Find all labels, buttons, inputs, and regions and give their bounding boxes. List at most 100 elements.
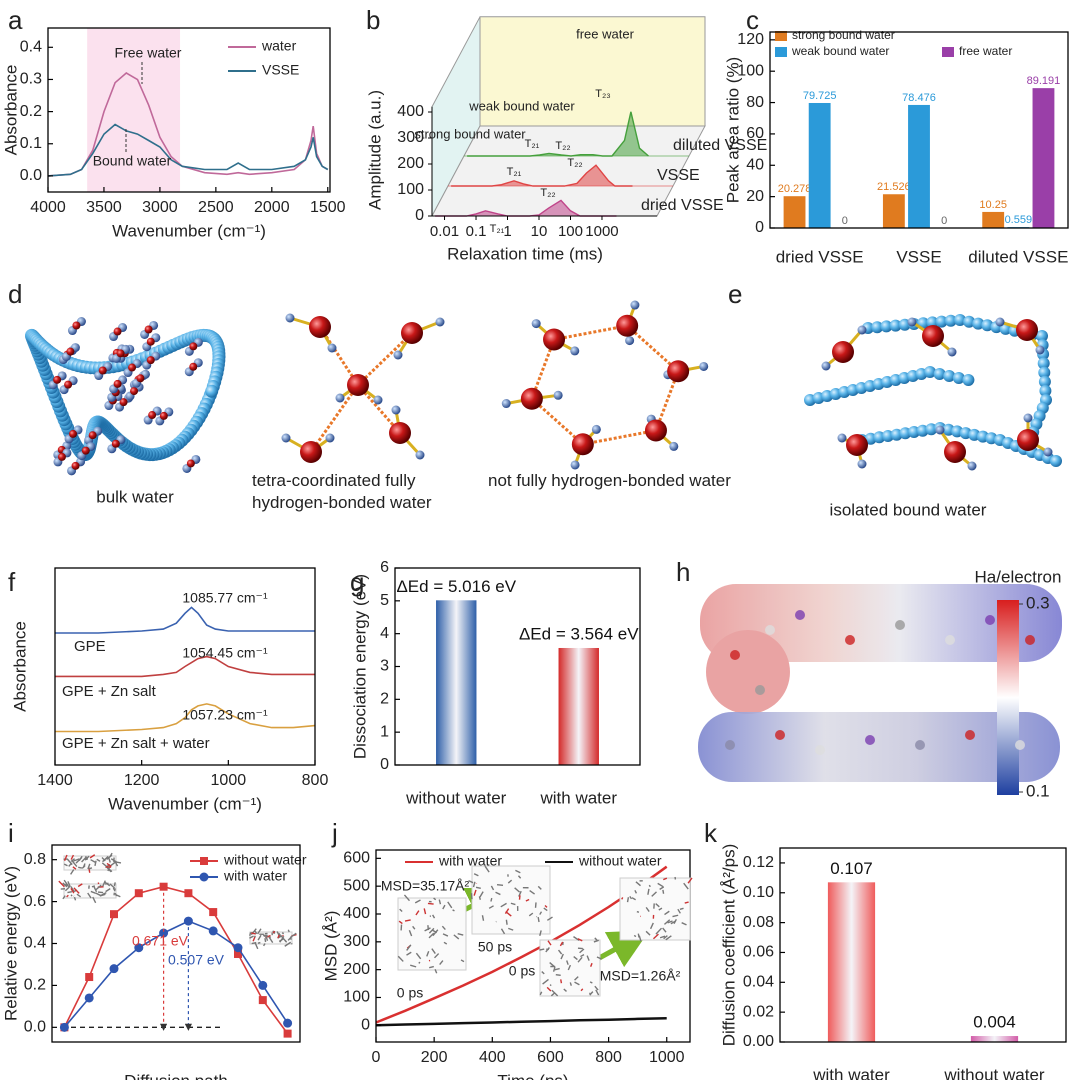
data-point [209,908,217,916]
y-tick-label: 6 [380,559,389,576]
y-tick-label: 0.3 [20,71,42,88]
oxygen [189,363,197,371]
snapshot-bond [116,862,121,863]
caption-box: not fully hydrogen-bonded water [488,470,733,526]
y-tick-label: 400 [397,103,424,120]
y-tick-label: 100 [397,181,424,198]
oxygen [82,447,90,455]
hydrogen [394,351,403,360]
oxygen [300,441,322,463]
snapshot-bond [258,943,260,944]
snapshot-bond [429,967,434,968]
hydrogen [669,442,678,451]
hydrogen [968,462,977,471]
atom [985,615,995,625]
hydrogen [532,319,541,328]
snapshot-bond [491,898,492,901]
oxygen [148,411,156,419]
colorbar-tick-label: 0.1 [1026,781,1050,800]
oxygen [922,325,944,347]
x-tick-label: 200 [421,1049,448,1066]
oxygen [136,374,144,382]
snapshot-bond [561,979,562,983]
x-tick-label: 0 [372,1049,381,1066]
annotation: 1054.45 cm⁻¹ [182,645,268,661]
y-tick-label: 0.10 [743,884,774,901]
data-point [135,889,143,897]
snapshot-bond [538,917,539,922]
snapshot-bond [453,910,455,911]
oxygen [846,434,868,456]
y-tick-label: 1 [380,723,389,740]
hydrogen [630,301,639,310]
y-tick-label: 20 [746,188,764,205]
x-tick-label: 1000 [585,223,618,240]
y-tick-label: 4 [380,625,389,642]
x-axis-title: Diffusion path [124,1071,228,1080]
data-point [283,1019,292,1028]
hydrogen [571,460,580,469]
y-tick-label: 0.2 [20,103,42,120]
data-label: 79.725 [803,90,837,102]
oxygen [99,367,107,375]
atom [945,635,955,645]
y-tick-label: 0.4 [24,935,46,952]
y-tick-label: 0.4 [20,39,42,56]
x-tick-label: 1000 [211,772,247,789]
data-label: 21.526 [877,181,911,193]
plot-frame [395,568,640,765]
annotation: Bound water [93,153,172,169]
atom [865,735,875,745]
data-label: 20.278 [778,183,812,195]
atom [965,730,975,740]
data-label: 0 [941,215,947,227]
legend-label: GPE + Zn salt + water [62,735,210,752]
snapshot-bond [550,985,551,986]
snapshot-bond [649,885,650,887]
x-tick-label: 10 [531,223,548,240]
y-tick-label: 0.06 [743,944,774,961]
oxygen [72,322,80,330]
annotation: T₂₂ [540,187,555,199]
oxygen [69,430,77,438]
annotation: 0.507 eV [168,952,225,968]
bar [828,882,875,1042]
y-tick-label: 0.2 [24,977,46,994]
x-tick-label: without water [943,1065,1044,1080]
y-tick-label: 0.0 [20,167,42,184]
legend-label: VSSE [262,62,299,78]
annotation: T₂₃ [595,88,610,100]
data-point [184,917,193,926]
hydrogen [328,344,337,353]
bar [1033,88,1055,228]
x-tick-label: 2500 [198,199,234,216]
snapshot-bond [67,892,71,893]
hydrogen [416,451,425,460]
x-tick-label: without water [405,788,506,807]
x-tick-label: 1000 [649,1049,685,1066]
oxygen [64,381,72,389]
plot-frame [780,848,1066,1042]
y-tick-label: 2 [380,691,389,708]
legend-marker [200,873,209,882]
y-tick-label: 0 [755,219,764,236]
data-point [234,943,243,952]
hydrogen [625,336,634,345]
annotation: MSD=1.26Å² [600,968,681,984]
snapshot-bond [265,938,266,942]
snapshot-bond [264,935,265,937]
hydrogen [948,348,957,357]
y-tick-label: 100 [343,989,370,1006]
caption: not fully hydrogen-bonded water [488,470,733,492]
data-label: 78.476 [902,92,936,104]
hydrogen [554,391,563,400]
series-line [55,607,315,633]
panel-label: h [676,557,690,587]
oxygen [187,459,195,467]
hydrogen [822,362,831,371]
legend-label: free water [959,44,1012,58]
snapshot-bond [250,932,251,935]
snapshot-bond [479,896,480,899]
atom [795,610,805,620]
